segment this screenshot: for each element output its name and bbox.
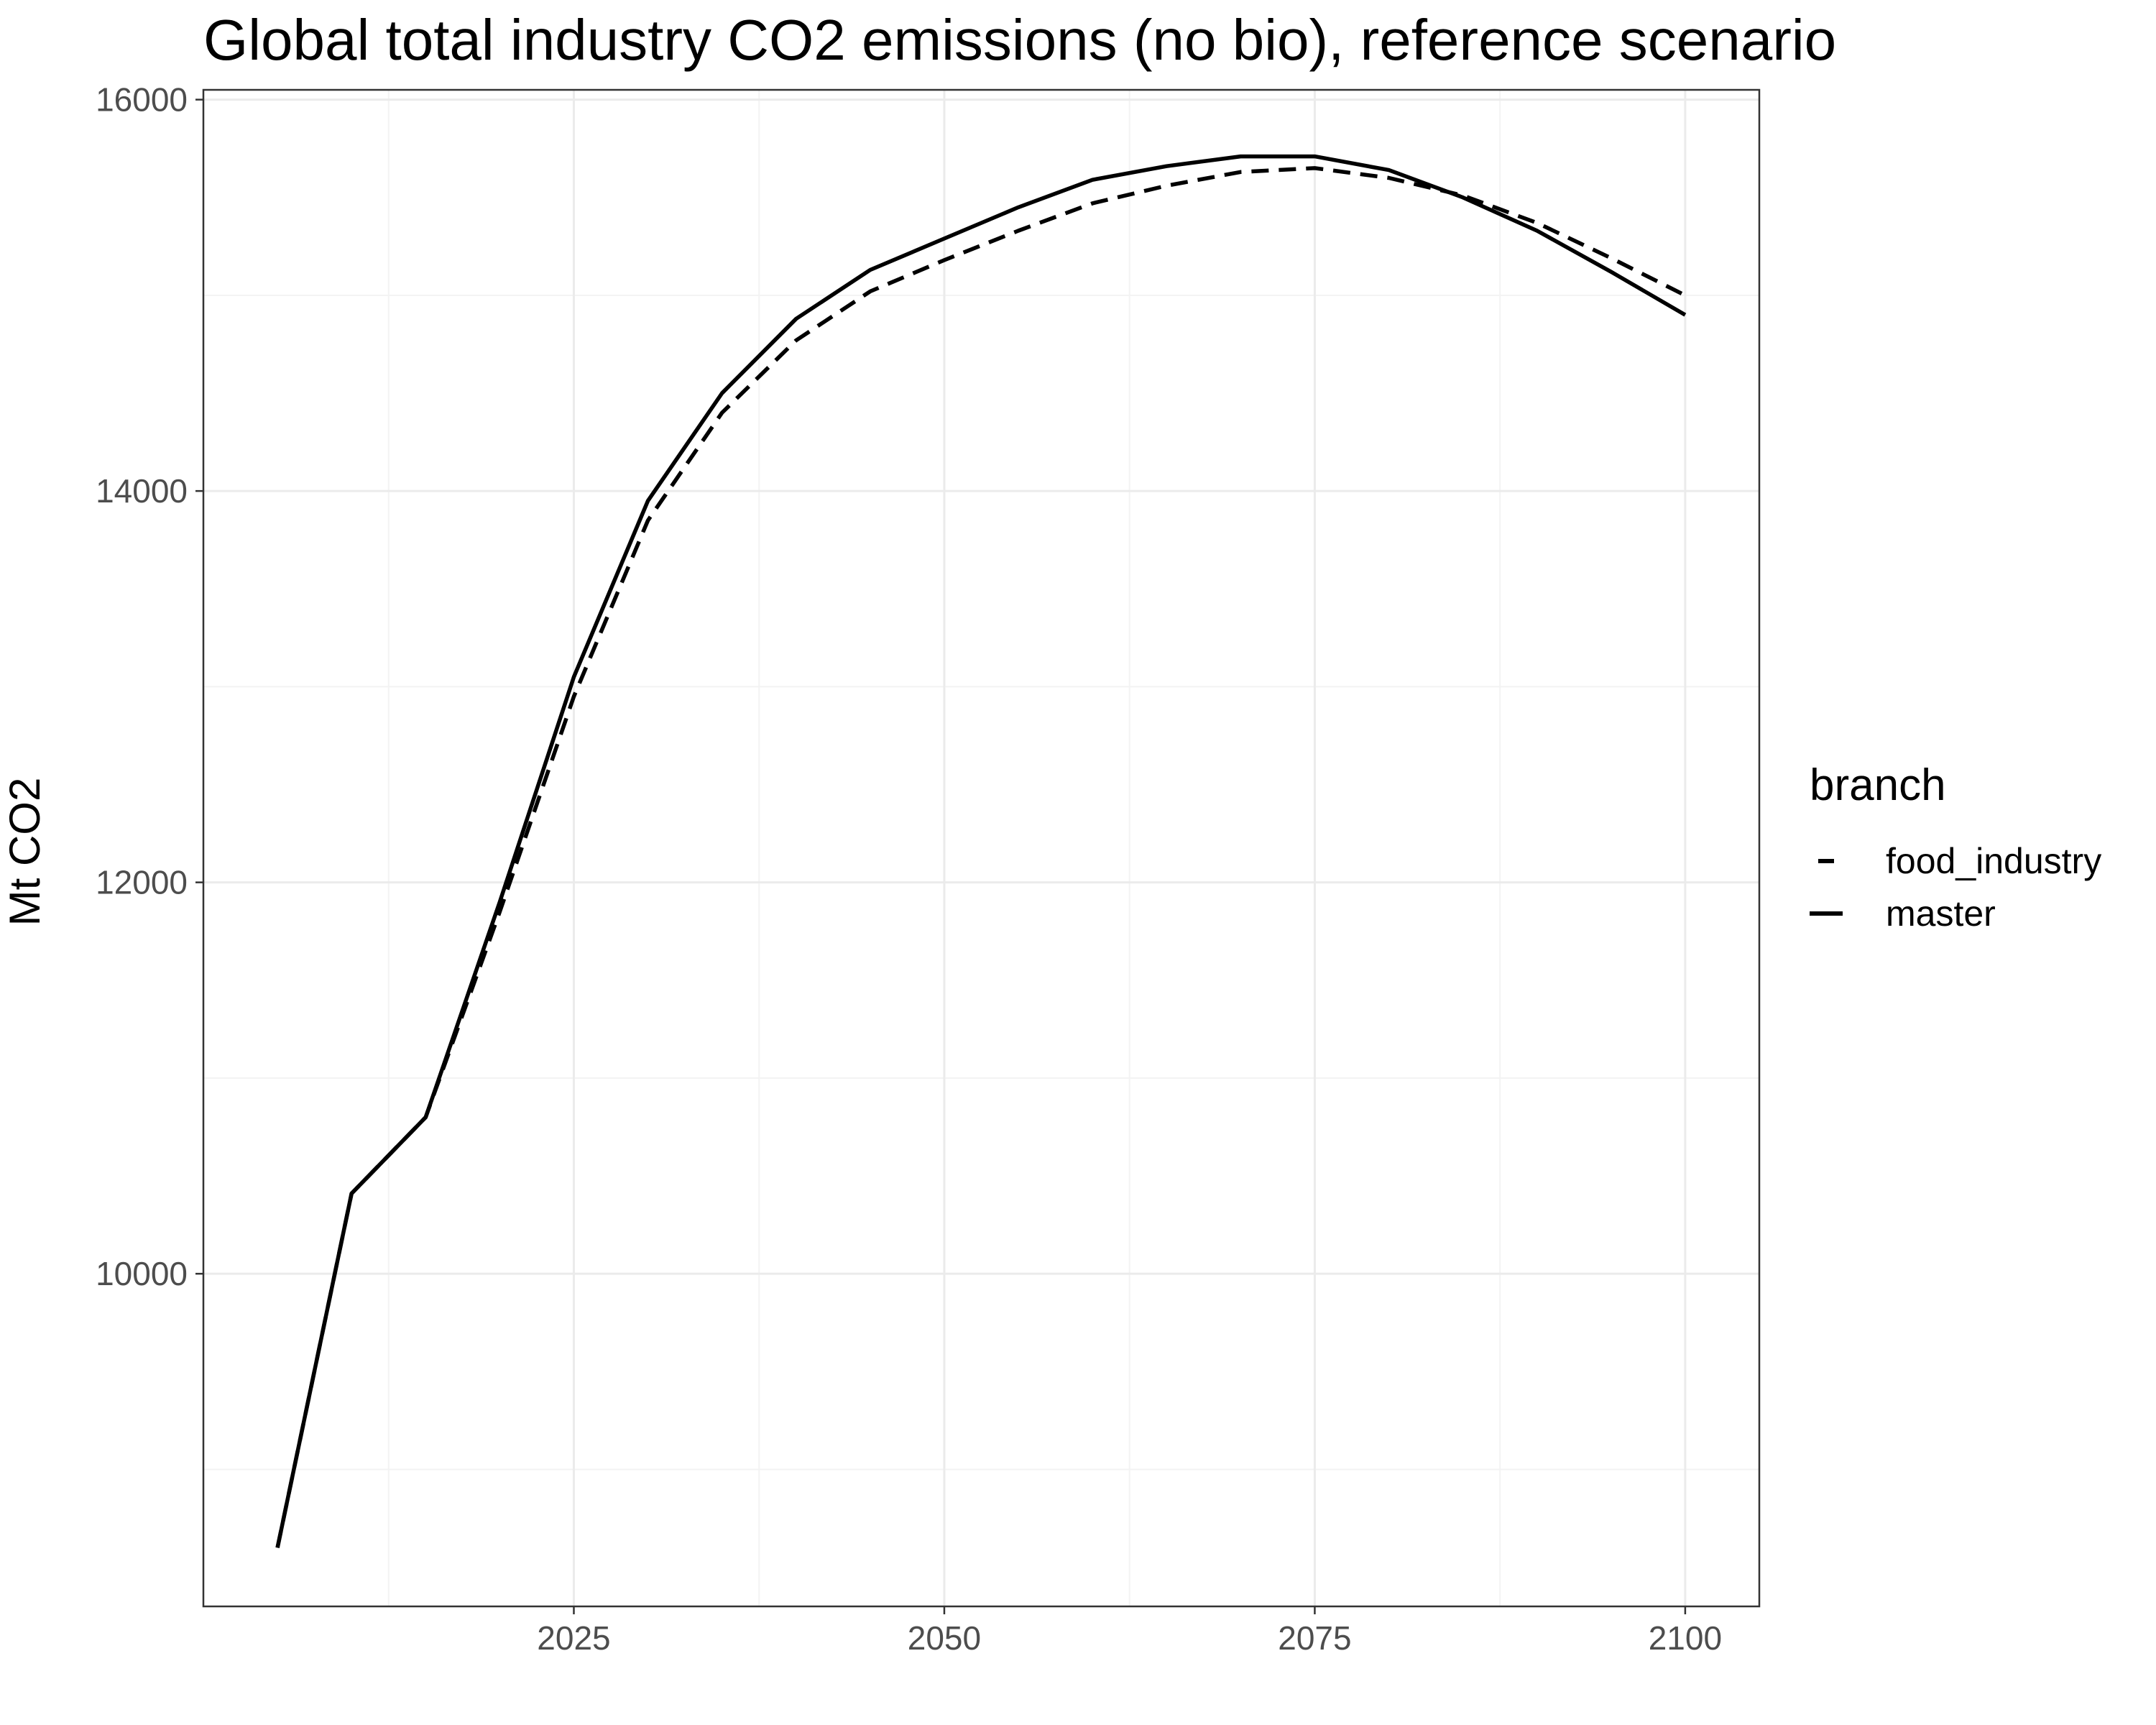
legend-item-food_industry: food_industry (1818, 841, 2101, 881)
y-axis-tick-labels: 10000 12000 14000 16000 (96, 81, 188, 1293)
y-tick-label-0: 10000 (96, 1255, 188, 1292)
x-tick-label-2: 2075 (1278, 1619, 1351, 1657)
x-tick-label-1: 2050 (908, 1619, 981, 1657)
x-axis-tick-labels: 2025 2050 2075 2100 (537, 1619, 1722, 1657)
x-tick-label-0: 2025 (537, 1619, 610, 1657)
y-tick-label-2: 14000 (96, 472, 188, 510)
y-axis-label: Mt CO2 (1, 778, 49, 926)
legend-label-master: master (1886, 893, 1996, 934)
legend-label-food_industry: food_industry (1886, 841, 2101, 881)
y-tick-label-1: 12000 (96, 864, 188, 901)
panel-border (202, 88, 1761, 1608)
major-gridlines (203, 90, 1759, 1606)
legend-item-master: master (1810, 893, 1996, 934)
chart-title: Global total industry CO2 emissions (no … (203, 8, 1836, 72)
axis-ticks (195, 98, 1687, 1614)
series-line-master (275, 154, 1687, 1548)
series-line-food_industry (275, 166, 1687, 1548)
legend-title: branch (1810, 760, 1946, 810)
series-lines (275, 154, 1687, 1548)
y-tick-label-3: 16000 (96, 81, 188, 119)
plot-panel (202, 88, 1761, 1608)
minor-gridlines (203, 90, 1759, 1606)
x-tick-label-3: 2100 (1649, 1619, 1722, 1657)
